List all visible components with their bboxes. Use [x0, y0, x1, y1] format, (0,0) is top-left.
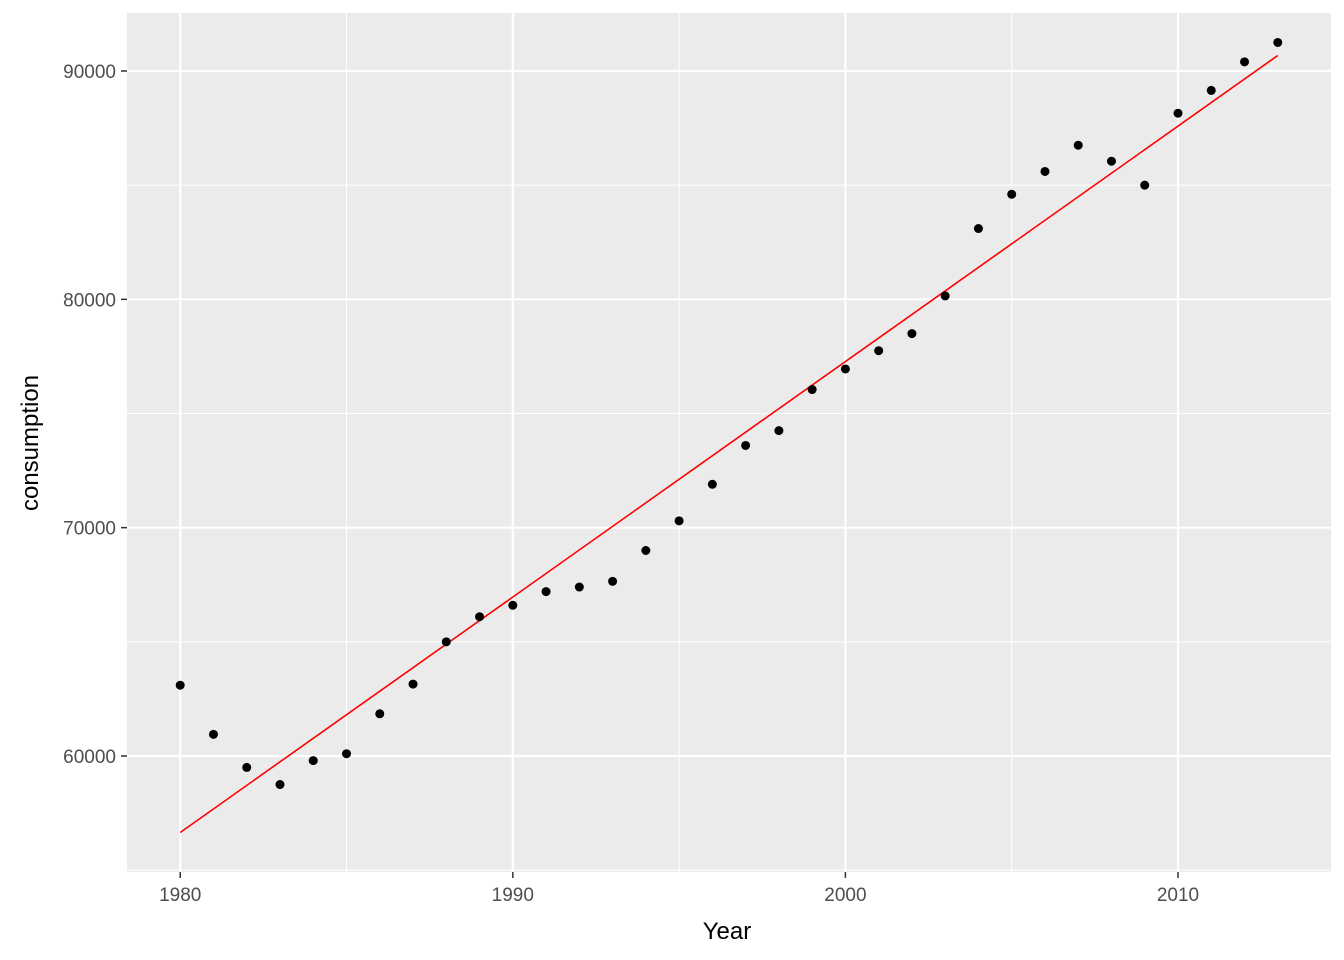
y-tick-label: 60000	[63, 747, 116, 768]
data-point	[1073, 140, 1083, 150]
grid-lines	[127, 13, 1331, 872]
data-point	[940, 291, 950, 301]
data-point	[574, 582, 584, 592]
y-axis-title: consumption	[17, 375, 44, 511]
y-tick-label: 80000	[63, 290, 116, 311]
x-axis-title: Year	[703, 918, 752, 945]
data-point	[175, 680, 185, 690]
data-point	[375, 709, 385, 719]
x-tick-label: 2010	[1157, 885, 1199, 906]
data-point	[1206, 85, 1216, 95]
x-tick-label: 2000	[824, 885, 866, 906]
data-point	[973, 224, 983, 234]
data-point	[1273, 37, 1283, 47]
y-tick-label: 70000	[63, 519, 116, 540]
data-point	[1106, 156, 1116, 166]
data-point	[1140, 180, 1150, 190]
data-point	[840, 364, 850, 374]
fit-line	[179, 54, 1279, 834]
x-tick-label: 1980	[159, 885, 201, 906]
data-point	[441, 637, 451, 647]
data-point	[242, 762, 252, 772]
data-point	[475, 612, 485, 622]
data-point	[342, 749, 352, 759]
data-point	[1007, 189, 1017, 199]
data-point	[1040, 166, 1050, 176]
data-point	[874, 346, 884, 356]
y-tick-label: 90000	[63, 62, 116, 83]
data-point	[774, 426, 784, 436]
data-point	[707, 479, 717, 489]
data-point	[608, 576, 618, 586]
data-point	[1240, 57, 1250, 67]
data-point	[674, 516, 684, 526]
data-point	[308, 756, 318, 766]
data-point	[275, 780, 285, 790]
data-point	[907, 329, 917, 339]
data-point	[641, 546, 651, 556]
data-point	[208, 729, 218, 739]
data-point	[741, 440, 751, 450]
data-point	[541, 587, 551, 597]
data-point	[408, 679, 418, 689]
data-point	[1173, 108, 1183, 118]
data-point	[807, 385, 817, 395]
x-tick-label: 1990	[492, 885, 534, 906]
data-point	[508, 600, 518, 610]
axes-layer: 1980 1990 2000 2010 60000 70000 80000 90000	[63, 62, 1199, 906]
points-layer	[175, 37, 1283, 790]
fit-line-layer	[179, 54, 1279, 834]
